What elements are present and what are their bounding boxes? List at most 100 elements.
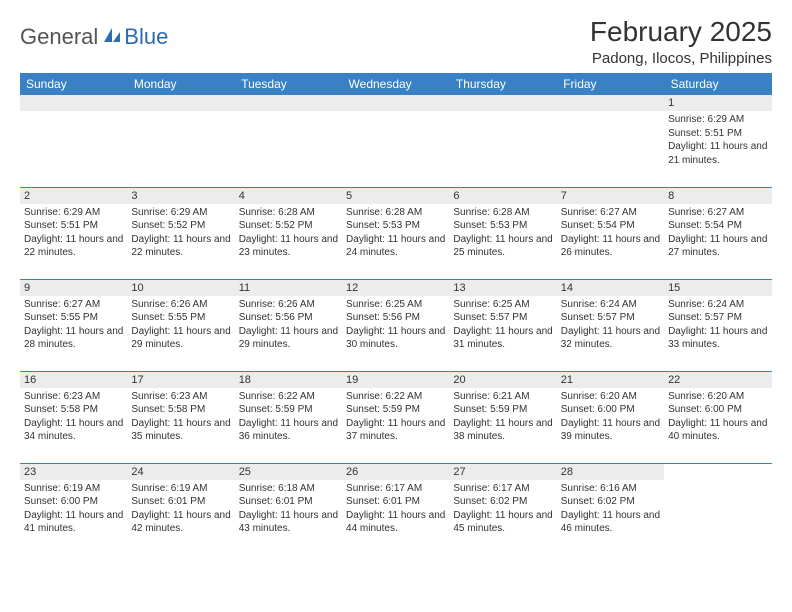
calendar-page: General Blue February 2025 Padong, Iloco… [0, 0, 792, 571]
day-header: Saturday [664, 73, 771, 95]
day-number: 3 [127, 188, 234, 204]
day-number: 26 [342, 464, 449, 480]
day-details: Sunrise: 6:26 AMSunset: 5:56 PMDaylight:… [235, 296, 342, 354]
title-block: February 2025 Padong, Ilocos, Philippine… [590, 16, 772, 67]
header-row: General Blue February 2025 Padong, Iloco… [20, 16, 772, 67]
day-number: 9 [20, 280, 127, 296]
calendar-day: 28Sunrise: 6:16 AMSunset: 6:02 PMDayligh… [557, 463, 664, 555]
calendar-day: 22Sunrise: 6:20 AMSunset: 6:00 PMDayligh… [664, 371, 771, 463]
day-number: 10 [127, 280, 234, 296]
day-number: 15 [664, 280, 771, 296]
calendar-empty [20, 95, 127, 187]
day-details: Sunrise: 6:25 AMSunset: 5:57 PMDaylight:… [449, 296, 556, 354]
day-details: Sunrise: 6:22 AMSunset: 5:59 PMDaylight:… [342, 388, 449, 446]
calendar-day: 2Sunrise: 6:29 AMSunset: 5:51 PMDaylight… [20, 187, 127, 279]
calendar-day: 27Sunrise: 6:17 AMSunset: 6:02 PMDayligh… [449, 463, 556, 555]
day-details: Sunrise: 6:22 AMSunset: 5:59 PMDaylight:… [235, 388, 342, 446]
calendar-empty [235, 95, 342, 187]
calendar-day: 10Sunrise: 6:26 AMSunset: 5:55 PMDayligh… [127, 279, 234, 371]
day-details: Sunrise: 6:19 AMSunset: 6:01 PMDaylight:… [127, 480, 234, 538]
calendar-day: 17Sunrise: 6:23 AMSunset: 5:58 PMDayligh… [127, 371, 234, 463]
day-header: Thursday [449, 73, 556, 95]
calendar-week: 9Sunrise: 6:27 AMSunset: 5:55 PMDaylight… [20, 279, 772, 371]
day-number: 1 [664, 95, 771, 111]
calendar-day: 23Sunrise: 6:19 AMSunset: 6:00 PMDayligh… [20, 463, 127, 555]
day-number: 18 [235, 372, 342, 388]
calendar-week: 16Sunrise: 6:23 AMSunset: 5:58 PMDayligh… [20, 371, 772, 463]
calendar-day: 6Sunrise: 6:28 AMSunset: 5:53 PMDaylight… [449, 187, 556, 279]
calendar-day: 16Sunrise: 6:23 AMSunset: 5:58 PMDayligh… [20, 371, 127, 463]
day-details: Sunrise: 6:17 AMSunset: 6:01 PMDaylight:… [342, 480, 449, 538]
calendar-week: 1Sunrise: 6:29 AMSunset: 5:51 PMDaylight… [20, 95, 772, 187]
day-number: 11 [235, 280, 342, 296]
day-number: 23 [20, 464, 127, 480]
day-details: Sunrise: 6:28 AMSunset: 5:52 PMDaylight:… [235, 204, 342, 262]
day-number: 25 [235, 464, 342, 480]
calendar-day: 20Sunrise: 6:21 AMSunset: 5:59 PMDayligh… [449, 371, 556, 463]
calendar-head: SundayMondayTuesdayWednesdayThursdayFrid… [20, 73, 772, 95]
day-number: 16 [20, 372, 127, 388]
calendar-empty [449, 95, 556, 187]
day-number: 4 [235, 188, 342, 204]
calendar-day: 12Sunrise: 6:25 AMSunset: 5:56 PMDayligh… [342, 279, 449, 371]
calendar-empty [557, 95, 664, 187]
day-details: Sunrise: 6:24 AMSunset: 5:57 PMDaylight:… [664, 296, 771, 354]
day-number: 17 [127, 372, 234, 388]
calendar-day: 3Sunrise: 6:29 AMSunset: 5:52 PMDaylight… [127, 187, 234, 279]
day-details: Sunrise: 6:20 AMSunset: 6:00 PMDaylight:… [664, 388, 771, 446]
day-number: 22 [664, 372, 771, 388]
calendar-day: 25Sunrise: 6:18 AMSunset: 6:01 PMDayligh… [235, 463, 342, 555]
calendar-day: 19Sunrise: 6:22 AMSunset: 5:59 PMDayligh… [342, 371, 449, 463]
calendar-day: 1Sunrise: 6:29 AMSunset: 5:51 PMDaylight… [664, 95, 771, 187]
calendar-day: 7Sunrise: 6:27 AMSunset: 5:54 PMDaylight… [557, 187, 664, 279]
day-number: 8 [664, 188, 771, 204]
day-details: Sunrise: 6:27 AMSunset: 5:54 PMDaylight:… [557, 204, 664, 262]
day-details: Sunrise: 6:24 AMSunset: 5:57 PMDaylight:… [557, 296, 664, 354]
calendar-day: 26Sunrise: 6:17 AMSunset: 6:01 PMDayligh… [342, 463, 449, 555]
day-header: Friday [557, 73, 664, 95]
day-number: 2 [20, 188, 127, 204]
day-number: 14 [557, 280, 664, 296]
day-number: 21 [557, 372, 664, 388]
calendar-day: 14Sunrise: 6:24 AMSunset: 5:57 PMDayligh… [557, 279, 664, 371]
calendar-empty [127, 95, 234, 187]
day-number: 6 [449, 188, 556, 204]
calendar-week: 2Sunrise: 6:29 AMSunset: 5:51 PMDaylight… [20, 187, 772, 279]
day-header: Sunday [20, 73, 127, 95]
day-details: Sunrise: 6:29 AMSunset: 5:51 PMDaylight:… [664, 111, 771, 169]
day-details: Sunrise: 6:21 AMSunset: 5:59 PMDaylight:… [449, 388, 556, 446]
calendar-day: 4Sunrise: 6:28 AMSunset: 5:52 PMDaylight… [235, 187, 342, 279]
day-details: Sunrise: 6:19 AMSunset: 6:00 PMDaylight:… [20, 480, 127, 538]
calendar-day: 18Sunrise: 6:22 AMSunset: 5:59 PMDayligh… [235, 371, 342, 463]
calendar-day: 13Sunrise: 6:25 AMSunset: 5:57 PMDayligh… [449, 279, 556, 371]
day-details: Sunrise: 6:28 AMSunset: 5:53 PMDaylight:… [342, 204, 449, 262]
day-details: Sunrise: 6:17 AMSunset: 6:02 PMDaylight:… [449, 480, 556, 538]
day-details: Sunrise: 6:23 AMSunset: 5:58 PMDaylight:… [127, 388, 234, 446]
calendar-table: SundayMondayTuesdayWednesdayThursdayFrid… [20, 73, 772, 555]
calendar-day: 15Sunrise: 6:24 AMSunset: 5:57 PMDayligh… [664, 279, 771, 371]
day-number: 27 [449, 464, 556, 480]
sail-icon [102, 26, 122, 49]
day-details: Sunrise: 6:23 AMSunset: 5:58 PMDaylight:… [20, 388, 127, 446]
day-number: 24 [127, 464, 234, 480]
day-details: Sunrise: 6:28 AMSunset: 5:53 PMDaylight:… [449, 204, 556, 262]
day-details: Sunrise: 6:27 AMSunset: 5:54 PMDaylight:… [664, 204, 771, 262]
logo: General Blue [20, 16, 168, 50]
day-number: 12 [342, 280, 449, 296]
calendar-week: 23Sunrise: 6:19 AMSunset: 6:00 PMDayligh… [20, 463, 772, 555]
calendar-day: 21Sunrise: 6:20 AMSunset: 6:00 PMDayligh… [557, 371, 664, 463]
calendar-day: 9Sunrise: 6:27 AMSunset: 5:55 PMDaylight… [20, 279, 127, 371]
day-header: Wednesday [342, 73, 449, 95]
day-number: 7 [557, 188, 664, 204]
calendar-day: 8Sunrise: 6:27 AMSunset: 5:54 PMDaylight… [664, 187, 771, 279]
day-details: Sunrise: 6:29 AMSunset: 5:51 PMDaylight:… [20, 204, 127, 262]
day-number: 5 [342, 188, 449, 204]
day-details: Sunrise: 6:27 AMSunset: 5:55 PMDaylight:… [20, 296, 127, 354]
calendar-day: 5Sunrise: 6:28 AMSunset: 5:53 PMDaylight… [342, 187, 449, 279]
day-header: Monday [127, 73, 234, 95]
location-text: Padong, Ilocos, Philippines [590, 50, 772, 67]
day-number: 19 [342, 372, 449, 388]
calendar-day: 24Sunrise: 6:19 AMSunset: 6:01 PMDayligh… [127, 463, 234, 555]
day-details: Sunrise: 6:25 AMSunset: 5:56 PMDaylight:… [342, 296, 449, 354]
logo-text-general: General [20, 24, 98, 50]
